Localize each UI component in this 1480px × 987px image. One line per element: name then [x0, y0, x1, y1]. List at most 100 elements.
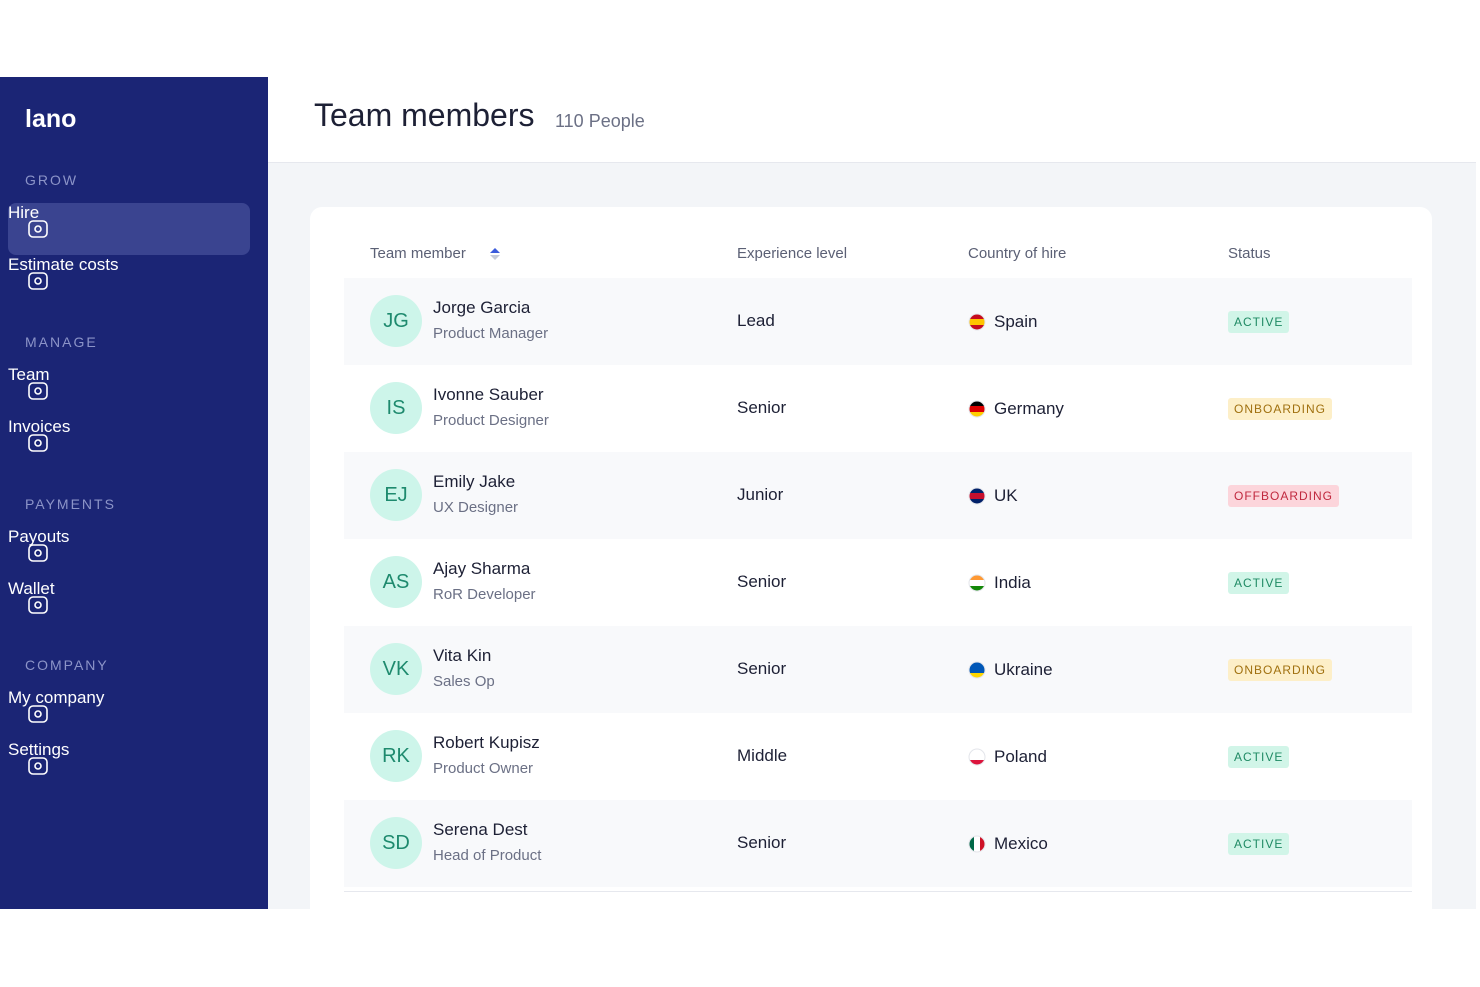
flag-icon	[968, 835, 986, 853]
member-role: Head of Product	[433, 847, 542, 864]
member-role: Sales Op	[433, 673, 495, 690]
member-name: Vita Kin	[433, 646, 492, 665]
experience-level: Senior	[737, 572, 787, 591]
column-header: Experience level	[737, 245, 848, 262]
flag	[968, 661, 986, 684]
experience-level: Senior	[737, 833, 787, 852]
flag	[968, 835, 986, 858]
flag-icon	[968, 661, 986, 679]
nav-icon	[28, 757, 48, 775]
status-badge: ACTIVE	[1228, 311, 1290, 333]
app: lano GROW Hire Estimate costs MANAGE Team Inv…	[0, 77, 1476, 909]
nav-section: GROW	[25, 172, 79, 188]
nav-item[interactable]: Settings	[8, 740, 250, 792]
flag	[968, 400, 986, 423]
nav-icon	[28, 272, 48, 290]
status-badge: ONBOARDING	[1228, 398, 1333, 420]
nav-icon	[28, 705, 48, 723]
nav-section: COMPANY	[25, 657, 109, 673]
people-count: 110 People	[555, 111, 645, 131]
column-header[interactable]: Team member	[370, 245, 466, 262]
nav-item[interactable]: Invoices	[8, 417, 250, 469]
flag-icon	[968, 748, 986, 766]
flag	[968, 313, 986, 336]
member-role: UX Designer	[433, 499, 519, 516]
nav-label: Hire	[8, 203, 40, 222]
nav-label: Wallet	[8, 579, 55, 598]
sort-icon[interactable]	[489, 247, 501, 266]
flag-icon	[968, 574, 986, 592]
page-title: Team members	[314, 97, 535, 133]
flag-icon	[968, 400, 986, 418]
experience-level: Senior	[737, 659, 787, 678]
table-card: Team member Experience level Country of hi…	[310, 207, 1432, 909]
header: Team members 110 People	[268, 77, 1476, 163]
table-row[interactable]: SD Serena Dest Head of Product Senior Mexico…	[344, 800, 1412, 887]
country: Spain	[994, 312, 1038, 331]
divider	[344, 891, 1412, 892]
status-badge: ONBOARDING	[1228, 659, 1333, 681]
country: Germany	[994, 399, 1064, 418]
avatar: JG	[370, 295, 422, 347]
member-name: Jorge Garcia	[433, 298, 531, 317]
flag	[968, 574, 986, 597]
nav-icon	[28, 434, 48, 452]
status-badge: ACTIVE	[1228, 833, 1290, 855]
table-row[interactable]: VK Vita Kin Sales Op Senior Ukraine ONBOARDIN…	[344, 626, 1412, 713]
nav-icon	[28, 596, 48, 614]
avatar: IS	[370, 382, 422, 434]
nav-label: Settings	[8, 740, 70, 759]
nav-label: Estimate costs	[8, 255, 119, 274]
avatar: SD	[370, 817, 422, 869]
nav-item[interactable]: Team	[8, 365, 250, 417]
country: Mexico	[994, 834, 1048, 853]
member-name: Robert Kupisz	[433, 733, 540, 752]
member-role: Product Owner	[433, 760, 534, 777]
status-badge: OFFBOARDING	[1228, 485, 1340, 507]
table-row[interactable]: EJ Emily Jake UX Designer Junior UK OFFBOARDI…	[344, 452, 1412, 539]
country: UK	[994, 486, 1018, 505]
nav-item[interactable]: Estimate costs	[8, 255, 250, 307]
nav-section: PAYMENTS	[25, 496, 116, 512]
avatar: EJ	[370, 469, 422, 521]
member-name: Serena Dest	[433, 820, 528, 839]
nav-item[interactable]: Hire	[8, 203, 250, 255]
table-row[interactable]: IS Ivonne Sauber Product Designer Senior Ger…	[344, 365, 1412, 452]
table-row[interactable]: JG Jorge Garcia Product Manager Lead Spain AC…	[344, 278, 1412, 365]
nav-label: My company	[8, 688, 105, 707]
column-header: Country of hire	[968, 245, 1067, 262]
status-badge: ACTIVE	[1228, 572, 1290, 594]
nav-icon	[28, 220, 48, 238]
nav-icon	[28, 382, 48, 400]
avatar: AS	[370, 556, 422, 608]
country: Poland	[994, 747, 1047, 766]
experience-level: Senior	[737, 398, 787, 417]
table-row[interactable]: RK Robert Kupisz Product Owner Middle Poland…	[344, 713, 1412, 800]
avatar: RK	[370, 730, 422, 782]
table-row[interactable]: AS Ajay Sharma RoR Developer Senior India ACT…	[344, 539, 1412, 626]
member-name: Ajay Sharma	[433, 559, 531, 578]
flag	[968, 487, 986, 510]
nav-item[interactable]: Wallet	[8, 579, 250, 631]
member-name: Ivonne Sauber	[433, 385, 544, 404]
nav-label: Payouts	[8, 527, 70, 546]
column-header: Status	[1228, 245, 1271, 262]
nav-label: Team	[8, 365, 50, 384]
brand: lano	[25, 105, 77, 133]
sidebar: lano GROW Hire Estimate costs MANAGE Team Inv…	[0, 77, 268, 909]
nav-label: Invoices	[8, 417, 71, 436]
avatar: VK	[370, 643, 422, 695]
member-role: Product Designer	[433, 412, 549, 429]
experience-level: Lead	[737, 311, 775, 330]
sort-arrows	[490, 248, 500, 260]
country: Ukraine	[994, 660, 1053, 679]
flag-icon	[968, 313, 986, 331]
country: India	[994, 573, 1031, 592]
nav-item[interactable]: My company	[8, 688, 250, 740]
status-badge: ACTIVE	[1228, 746, 1290, 768]
experience-level: Junior	[737, 485, 784, 504]
nav-item[interactable]: Payouts	[8, 527, 250, 579]
flag-icon	[968, 487, 986, 505]
nav-icon	[28, 544, 48, 562]
